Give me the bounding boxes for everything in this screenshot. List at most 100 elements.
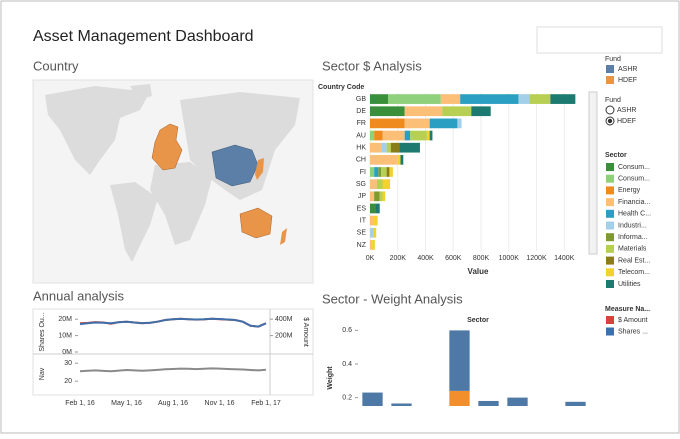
x-tick-label: 600K <box>445 255 462 262</box>
bar-segment <box>376 179 383 190</box>
bar-segment <box>370 154 398 165</box>
legend-title: Sector <box>605 152 627 159</box>
europe <box>151 123 183 171</box>
bar-segment <box>379 191 383 202</box>
y-tick-label: 30 <box>64 360 72 367</box>
radio-label[interactable]: HDEF <box>617 118 636 125</box>
legend-swatch <box>606 244 614 253</box>
y-tick-label: FI <box>360 169 366 176</box>
north-america <box>45 86 150 175</box>
y-tick-label: 10M <box>58 332 72 339</box>
bar-segment <box>372 240 375 250</box>
line <box>79 317 267 328</box>
legend-swatch <box>606 327 614 336</box>
legend-label: Consum... <box>618 164 650 171</box>
bar-segment <box>460 94 519 104</box>
radio-label[interactable]: ASHR <box>617 107 636 114</box>
bar-segment <box>410 130 427 141</box>
legend-label: Utilities <box>618 281 641 288</box>
y-tick-label: SE <box>357 230 367 237</box>
bar-segment <box>370 179 377 190</box>
legend-swatch <box>606 198 614 207</box>
bar-segment <box>382 130 405 141</box>
chart-title: Annual analysis <box>33 288 125 303</box>
bar-segment <box>386 142 391 153</box>
map-title: Country <box>33 58 79 73</box>
australia <box>239 207 273 239</box>
legend-label: Real Est... <box>618 257 650 264</box>
search-box[interactable] <box>536 26 663 54</box>
bar-segment <box>440 94 461 104</box>
x-tick-label: 200K <box>390 255 407 262</box>
bar-segment <box>449 330 470 391</box>
bar-segment <box>362 392 383 406</box>
bar-segment <box>449 390 470 406</box>
legend-label: HDEF <box>618 77 637 84</box>
legend-label: ASHR <box>618 66 637 73</box>
y-tick-label: GB <box>356 96 366 103</box>
y-tick-label: FR <box>357 120 366 127</box>
bar-segment <box>529 94 551 104</box>
legend-label: Industri... <box>618 222 647 229</box>
new-zealand <box>280 228 287 245</box>
bar-segment <box>370 106 405 117</box>
chart-title: Sector - Weight Analysis <box>322 291 463 306</box>
bar-segment <box>457 118 462 129</box>
legend-label: Consum... <box>618 176 650 183</box>
bar-segment <box>373 215 378 226</box>
x-tick-label: Feb 1, 17 <box>251 400 281 407</box>
legend-swatch <box>606 280 614 288</box>
x-tick-label: 1200K <box>526 255 547 262</box>
bar-segment <box>550 94 576 104</box>
x-tick-label: 1000K <box>499 255 520 262</box>
bar-segment <box>518 94 530 104</box>
x-tick-label: 400K <box>417 255 434 262</box>
bar-segment <box>381 142 387 153</box>
legend-title: Measure Na... <box>605 306 650 313</box>
y-tick-label: 0M <box>62 349 72 356</box>
bar-segment <box>442 106 472 117</box>
legend-title: Fund <box>605 56 621 63</box>
bar-segment <box>382 191 386 202</box>
legend-swatch <box>606 256 614 265</box>
y-tick-label: 0.6 <box>342 327 352 334</box>
land <box>45 84 300 262</box>
bar-segment <box>370 240 373 250</box>
legend-swatch <box>606 186 614 195</box>
panel <box>32 308 314 396</box>
bar-segment <box>478 400 499 406</box>
bar-segment <box>370 94 389 104</box>
radio-button[interactable] <box>605 105 615 115</box>
y-tick-label: ES <box>357 205 367 212</box>
greenland <box>130 84 152 100</box>
bar-segment <box>400 154 404 165</box>
legend-swatch <box>606 221 614 230</box>
bar-segment <box>429 130 433 141</box>
bar-segment <box>404 130 411 141</box>
legend-swatch <box>606 268 614 277</box>
legend-swatch <box>606 233 614 242</box>
y2-tick-label: 400M <box>275 316 293 323</box>
legend-label: Health C... <box>618 211 651 218</box>
africa <box>150 162 212 245</box>
x-tick-label: Aug 1, 16 <box>158 400 188 407</box>
legend-swatch <box>606 209 614 218</box>
bar-segment <box>389 167 393 177</box>
bar-segment <box>382 179 391 190</box>
bar-segment <box>390 142 400 153</box>
bar-segment <box>370 142 382 153</box>
bar-segment <box>374 130 383 141</box>
bar-segment <box>373 227 377 238</box>
map <box>32 79 314 284</box>
x-axis-title: Value <box>468 267 489 276</box>
legend-label: Materials <box>618 246 647 253</box>
bar-segment <box>370 227 374 238</box>
line <box>79 367 267 373</box>
bar-segment <box>370 191 375 202</box>
scrollbar[interactable] <box>588 91 598 255</box>
asia <box>180 92 300 200</box>
filter-title: Fund <box>605 97 621 104</box>
x-tick-label: 0K <box>366 255 375 262</box>
legend-label: $ Amount <box>618 317 648 324</box>
bar-segment <box>388 94 441 104</box>
